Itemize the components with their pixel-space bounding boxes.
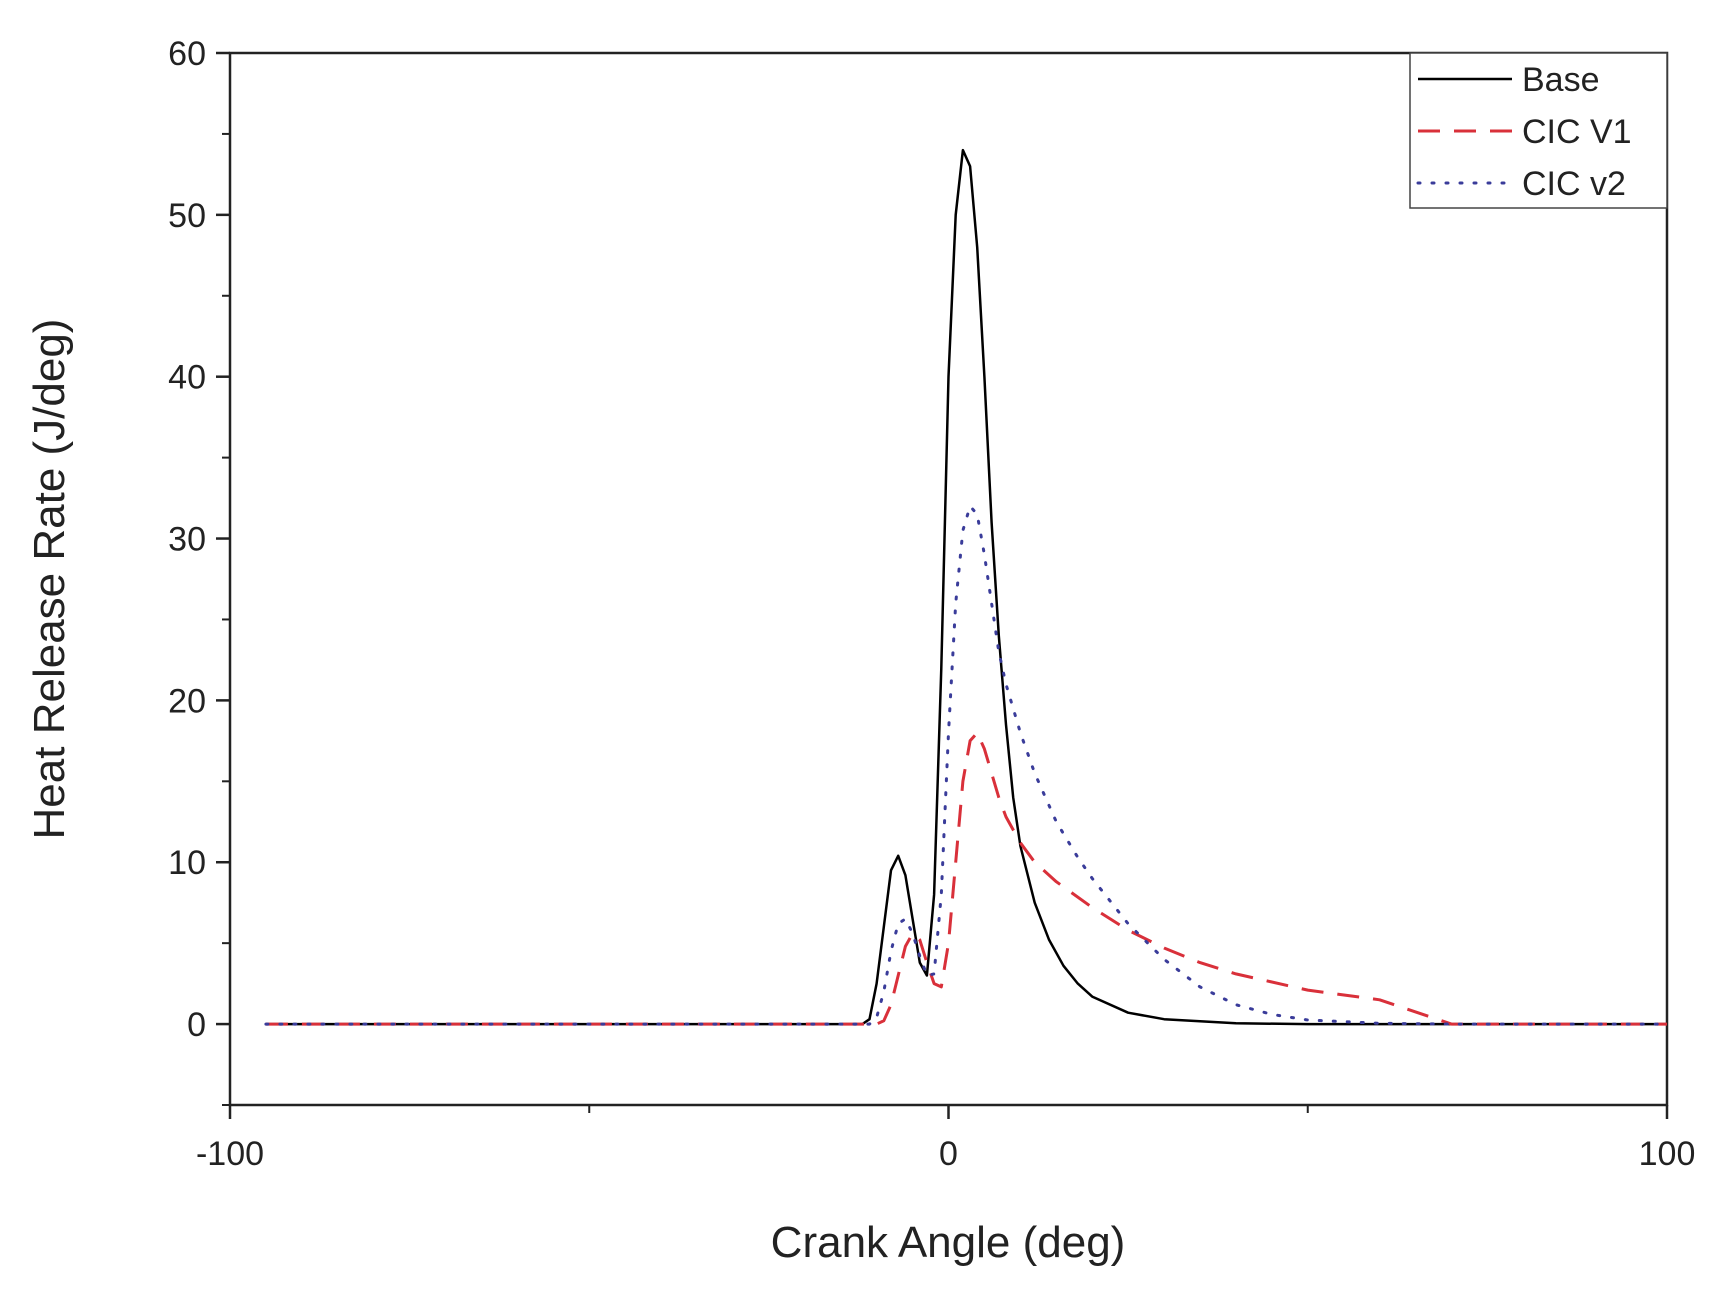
legend: Base CIC V1 CIC v2: [1409, 52, 1668, 209]
series-layer: [264, 148, 1669, 1026]
plot-frame: [228, 51, 1669, 1107]
y-tick-label: 10: [168, 844, 206, 882]
series-line-cic-v2: [264, 504, 1669, 1026]
x-tick-label: 100: [1639, 1135, 1696, 1173]
x-tick-label: 0: [939, 1135, 958, 1173]
y-tick-label: 50: [168, 197, 206, 235]
y-tick-label: 0: [187, 1006, 206, 1044]
x-axis-ticks: -100 0 100: [196, 1105, 1695, 1173]
legend-label-cic-v2: CIC v2: [1522, 165, 1626, 203]
series-line-base: [265, 148, 1667, 1026]
legend-label-base: Base: [1522, 61, 1600, 99]
y-axis-title: Heat Release Rate (J/deg): [25, 319, 74, 840]
y-tick-label: 40: [168, 359, 206, 397]
legend-label-cic-v1: CIC V1: [1522, 113, 1632, 151]
x-tick-label: -100: [196, 1135, 264, 1173]
y-axis-ticks: 0 10 20 30 40 50 60: [168, 35, 230, 1106]
y-tick-label: 20: [168, 682, 206, 720]
series-line-cic-v1: [265, 731, 1667, 1026]
y-tick-label: 30: [168, 521, 206, 559]
x-axis-title: Crank Angle (deg): [771, 1218, 1126, 1267]
y-tick-label: 60: [168, 35, 206, 73]
legend-box: [1409, 52, 1668, 209]
